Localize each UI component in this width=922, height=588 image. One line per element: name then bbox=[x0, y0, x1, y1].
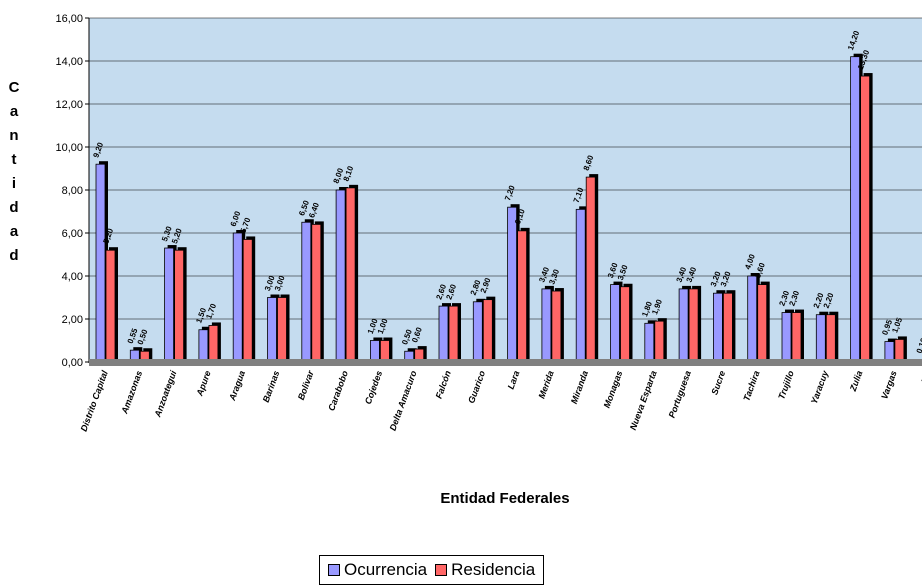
x-tick-label: Lara bbox=[506, 369, 522, 390]
bar-ocurrencia bbox=[95, 163, 106, 363]
bar-residencia bbox=[825, 314, 836, 363]
x-tick-label: Trujillo bbox=[776, 369, 796, 401]
bar-residencia bbox=[688, 288, 699, 363]
bar-ocurrencia bbox=[335, 189, 346, 363]
legend-label-residencia: Residencia bbox=[451, 560, 536, 579]
bar-ocurrencia bbox=[369, 340, 380, 363]
bar-residencia bbox=[345, 187, 356, 363]
bar-residencia bbox=[208, 325, 219, 363]
y-tick-label: 0,00 bbox=[62, 357, 83, 369]
x-tick-label: Falcón bbox=[434, 369, 453, 400]
legend: Ocurrencia Residencia bbox=[319, 555, 545, 585]
bar-ocurrencia bbox=[850, 56, 860, 363]
bar-residencia bbox=[242, 239, 253, 363]
y-tick-label: 6,00 bbox=[62, 228, 83, 240]
bar-residencia bbox=[277, 297, 287, 363]
plot-area bbox=[89, 18, 922, 363]
legend-item-residencia: Residencia bbox=[435, 560, 535, 580]
bar-ocurrencia bbox=[575, 208, 586, 363]
x-tick-label: Distrito Capital bbox=[79, 369, 110, 433]
x-tick-label: Cojedes bbox=[363, 369, 384, 405]
bar-ocurrencia bbox=[781, 312, 792, 363]
x-tick-label: Portuguesa bbox=[667, 369, 693, 419]
x-tick-label: Zulia bbox=[848, 369, 865, 393]
x-tick-label: Sucre bbox=[709, 369, 727, 396]
bar-residencia bbox=[174, 249, 185, 363]
x-tick-label: Vargas bbox=[879, 369, 899, 400]
bar-residencia bbox=[585, 176, 596, 363]
bar-residencia bbox=[448, 305, 459, 363]
bar-residencia bbox=[551, 290, 562, 363]
x-tick-label: Apure bbox=[194, 369, 213, 398]
bar-ocurrencia bbox=[507, 206, 518, 363]
x-tick-label: Monagas bbox=[602, 369, 625, 409]
bar-ocurrencia bbox=[747, 275, 758, 363]
y-tick-label: 2,00 bbox=[62, 314, 83, 326]
bar-ocurrencia bbox=[232, 232, 243, 363]
bar-residencia bbox=[620, 286, 630, 363]
bar-ocurrencia bbox=[267, 297, 277, 363]
x-tick-label: Anzoategui bbox=[152, 369, 178, 419]
y-tick-label: 16,00 bbox=[55, 13, 83, 25]
legend-swatch-residencia bbox=[435, 564, 448, 576]
x-axis-ticks: Distrito Capital Amazonas Anzoategui Apure A… bbox=[79, 368, 922, 432]
x-tick-label: Nueva Esparta bbox=[628, 369, 659, 431]
x-tick-label: Merida bbox=[536, 369, 555, 400]
bar-ocurrencia bbox=[541, 288, 552, 363]
x-tick-label: Miranda bbox=[569, 369, 590, 405]
bar-residencia bbox=[894, 339, 905, 363]
bar-residencia bbox=[860, 75, 870, 363]
x-tick-label: NC bbox=[919, 369, 922, 385]
bar-ocurrencia bbox=[884, 341, 895, 363]
y-tick-label: 10,00 bbox=[55, 142, 83, 154]
bar-ocurrencia bbox=[472, 301, 483, 363]
bar-residencia bbox=[654, 320, 665, 363]
bar-ocurrencia bbox=[815, 314, 826, 363]
x-tick-label: Aragua bbox=[227, 369, 247, 403]
x-tick-label: Delta Amacuro bbox=[388, 369, 419, 432]
x-tick-label: Tachira bbox=[741, 369, 761, 402]
bar-ocurrencia bbox=[164, 247, 175, 363]
bars: 9,205,200,550,505,305,201,501,706,005,70… bbox=[91, 29, 922, 363]
bar-residencia bbox=[105, 249, 116, 363]
bar-ocurrencia bbox=[644, 322, 655, 363]
bar-residencia bbox=[311, 223, 322, 363]
bar-residencia bbox=[723, 292, 733, 363]
data-label: 0,10 bbox=[915, 336, 922, 354]
bar-residencia bbox=[379, 340, 390, 363]
bar-residencia bbox=[517, 230, 527, 363]
y-axis-title: C a n t i d a d bbox=[8, 79, 20, 264]
bar-ocurrencia bbox=[678, 288, 689, 363]
x-tick-label: Bolivar bbox=[296, 369, 316, 402]
y-axis-ticks: 0,00 2,00 4,00 6,00 8,00 10,00 12,00 14,00 16,00 bbox=[55, 13, 89, 369]
bar-ocurrencia bbox=[301, 221, 312, 363]
y-tick-label: 14,00 bbox=[55, 56, 83, 68]
y-tick-label: 8,00 bbox=[62, 185, 83, 197]
legend-swatch-ocurrencia bbox=[328, 564, 340, 576]
bar-residencia bbox=[757, 284, 768, 363]
x-tick-label: Yaracuy bbox=[809, 368, 831, 405]
x-tick-label: Barinas bbox=[261, 369, 282, 403]
bar-ocurrencia bbox=[610, 284, 620, 363]
bar-ocurrencia bbox=[198, 329, 209, 363]
x-axis-title: Entidad Federales bbox=[440, 490, 570, 507]
legend-item-ocurrencia: Ocurrencia bbox=[328, 560, 427, 580]
bar-ocurrencia bbox=[438, 305, 449, 363]
x-tick-label: Carabobo bbox=[326, 369, 350, 412]
x-tick-label: Guarico bbox=[466, 369, 487, 405]
bar-residencia bbox=[482, 299, 493, 363]
bar-ocurrencia bbox=[713, 292, 723, 363]
legend-label-ocurrencia: Ocurrencia bbox=[344, 560, 428, 579]
axis-floor bbox=[89, 359, 922, 366]
x-tick-label: Amazonas bbox=[119, 369, 144, 416]
y-tick-label: 4,00 bbox=[62, 271, 83, 283]
y-tick-label: 12,00 bbox=[55, 99, 83, 111]
bar-residencia bbox=[791, 312, 802, 363]
